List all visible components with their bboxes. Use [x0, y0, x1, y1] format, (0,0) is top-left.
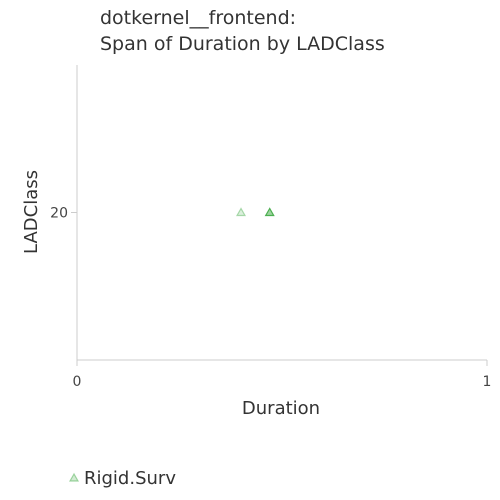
x-tick-label: 0: [73, 374, 82, 390]
legend: Rigid.Surv: [68, 468, 176, 489]
data-point-triangle: [264, 207, 275, 217]
x-axis-label: Duration: [242, 398, 320, 419]
x-tick-label: 1: [483, 374, 492, 390]
chart-title-line-1: dotkernel__frontend:: [100, 7, 296, 29]
y-axis-label: LADClass: [21, 170, 42, 254]
data-points: [235, 207, 275, 217]
data-point-triangle: [235, 207, 247, 217]
chart-title-line-2: Span of Duration by LADClass: [100, 33, 385, 55]
legend-marker-triangle-icon: [68, 472, 80, 482]
legend-label: Rigid.Surv: [84, 468, 176, 489]
y-tick-label: 20: [50, 206, 68, 222]
y-ticks: 20: [50, 206, 77, 222]
